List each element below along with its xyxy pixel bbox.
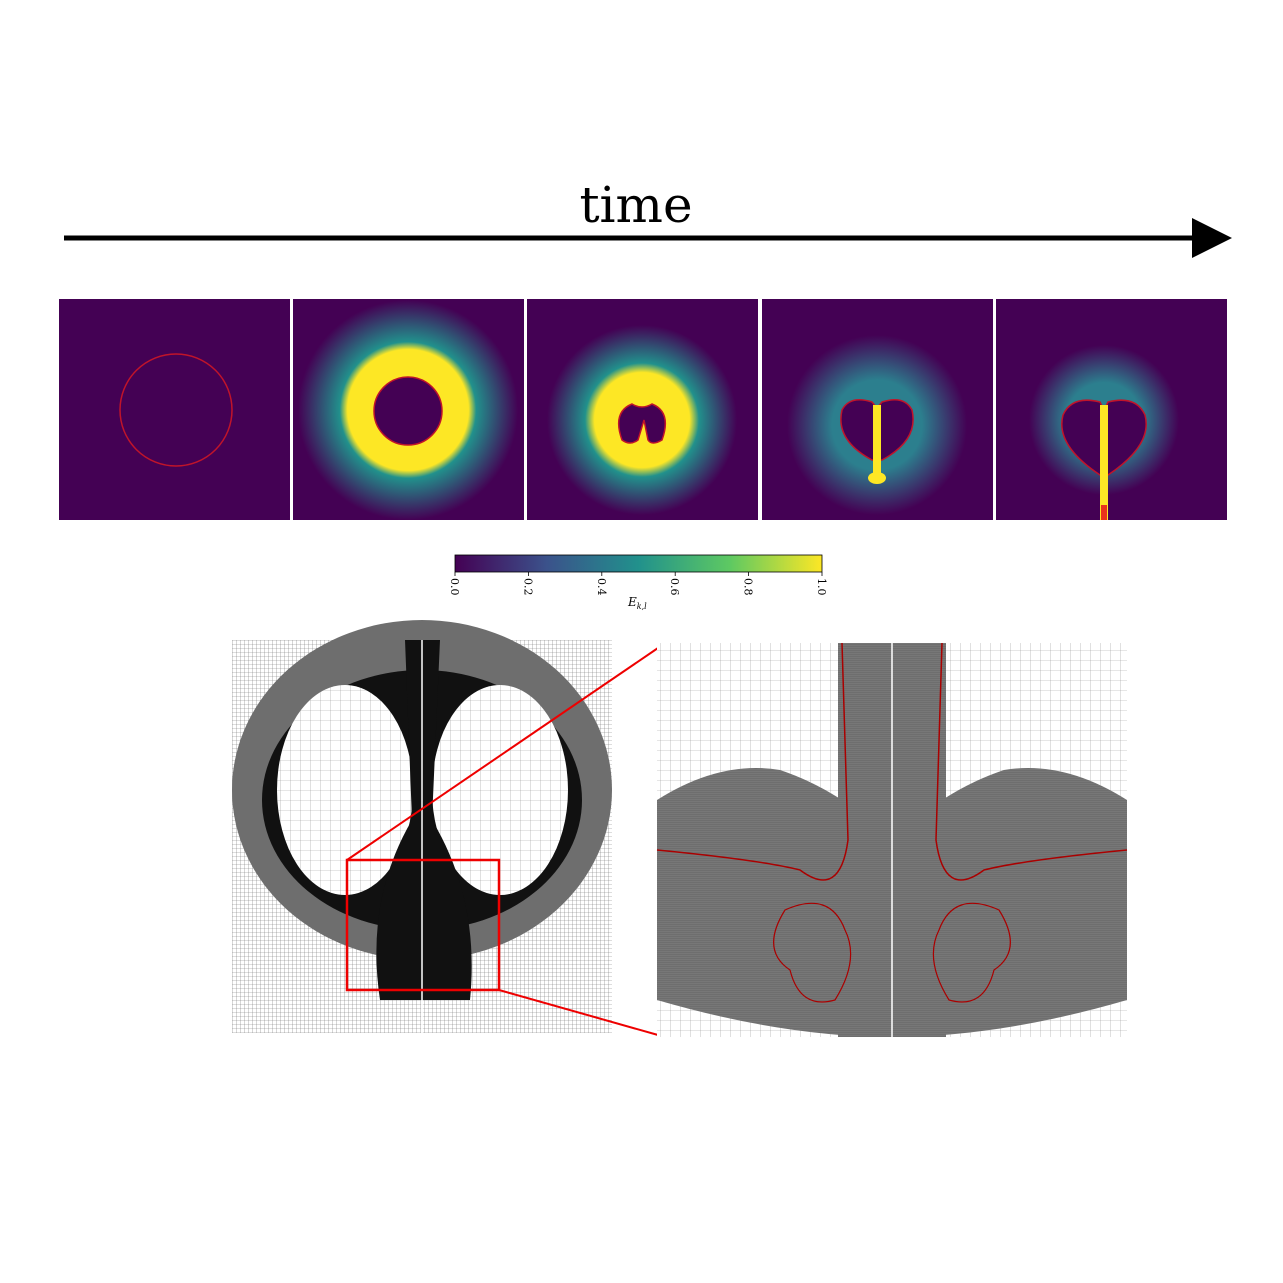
- jet-tip: [868, 472, 886, 484]
- jet: [873, 405, 881, 480]
- snapshots: [59, 299, 1227, 520]
- jet-region: [376, 640, 472, 1000]
- colorbar-tick-label: 0.2: [521, 578, 534, 596]
- colorbar-gradient: [454, 554, 823, 573]
- interface: [773, 902, 1011, 1003]
- interface: [656, 642, 1128, 881]
- mesh-zoom: [656, 642, 1128, 1037]
- mesh-full: [232, 620, 612, 1033]
- zoom-line: [346, 647, 659, 861]
- snapshot: [59, 299, 290, 520]
- jet-tip: [1101, 505, 1107, 520]
- colorbar-label: Ek,l: [627, 595, 647, 611]
- colorbar-tick-label: 1.0: [815, 578, 828, 596]
- zoom-line: [498, 989, 659, 1036]
- interface: [373, 376, 443, 446]
- bubble-half: [277, 685, 413, 895]
- colorbar-tick-label: 0.0: [448, 578, 461, 596]
- interface: [617, 403, 667, 444]
- colorbar-tick-label: 0.4: [595, 578, 608, 596]
- interface: [119, 353, 233, 467]
- jet: [1100, 405, 1108, 520]
- bubble-half: [432, 685, 568, 895]
- colorbar-tick-label: 0.8: [742, 578, 755, 596]
- colorbar-tick-label: 0.6: [668, 578, 681, 596]
- zoom-box: [345, 858, 501, 992]
- arrow-label: time: [579, 176, 692, 234]
- colorbar: 0.0 0.2 0.4 0.6 0.8 1.0: [448, 554, 828, 596]
